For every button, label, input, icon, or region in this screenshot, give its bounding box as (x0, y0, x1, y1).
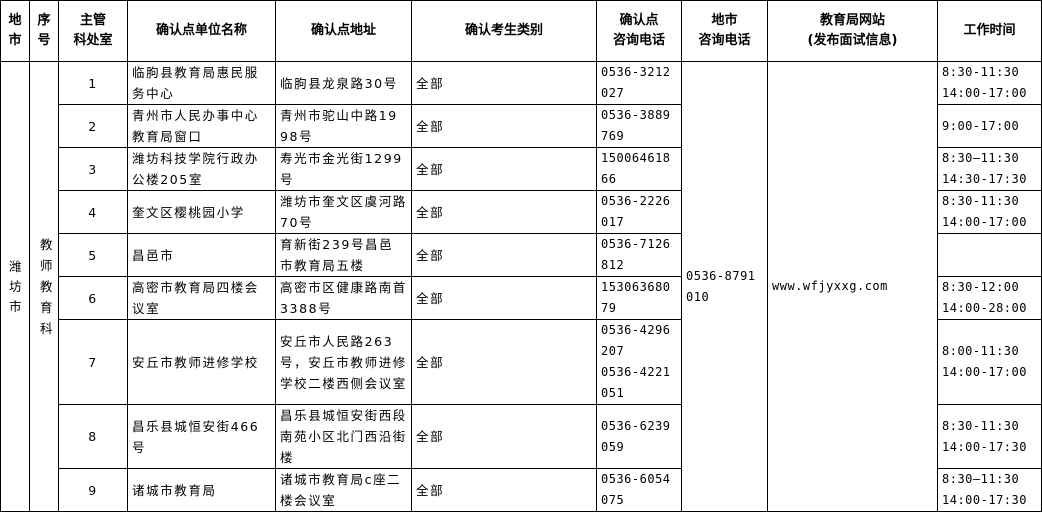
address-cell: 寿光市金光街1299号 (275, 147, 412, 191)
address-cell: 青州市驼山中路1998号 (275, 104, 412, 148)
hours-cell: 8:30—11:30 14:30-17:30 (937, 147, 1042, 191)
header-text: 教育局网站 (819, 13, 885, 28)
seq-cell: 9 (58, 468, 128, 512)
table-row: 2 青州市人民办事中心教育局窗口 青州市驼山中路1998号 全部 0536-388976… (1, 104, 1042, 148)
header-text: (发布面试信息) (807, 33, 898, 48)
table-row: 9 诸城市教育局 诸城市教育局c座二楼会议室 全部 0536-6054075 8:30—1… (1, 468, 1042, 512)
phone-cell: 0536-6054075 (596, 468, 682, 512)
hours-cell: 8:30-11:30 14:00-17:30 (937, 404, 1042, 469)
table-row: 4 奎文区樱桃园小学 潍坊市奎文区虞河路70号 全部 0536-2226017 8:30-… (1, 190, 1042, 234)
phone-cell: 15006461866 (596, 147, 682, 191)
table-row: 潍坊市 教师教育科 1 临朐县教育局惠民服务中心 临朐县龙泉路30号 全部 0536-321… (0, 61, 1042, 512)
category-cell: 全部 (411, 61, 597, 105)
address-cell: 昌乐县城恒安街西段南苑小区北门西沿街楼 (275, 404, 412, 469)
header-text: 地 (8, 13, 22, 28)
unit-name-cell: 昌乐县城恒安街466号 (127, 404, 276, 469)
table-row: 3 潍坊科技学院行政办公楼205室 寿光市金光街1299号 全部 15006461866… (1, 147, 1042, 191)
unit-name-cell: 昌邑市 (127, 233, 276, 277)
header-address: 确认点地址 (275, 0, 412, 62)
website-cell[interactable]: www.wfjyxxg.com (767, 61, 938, 512)
header-name: 确认点单位名称 (127, 0, 276, 62)
header-text: 序 (37, 13, 51, 28)
table-row: 7 安丘市教师进修学校 安丘市人民路263号，安丘市教师进修学校二楼西侧会议室 全部 0… (1, 319, 1042, 405)
hours-cell: 8:30-11:30 14:00-17:00 (937, 61, 1042, 105)
header-seq: 序号 (29, 0, 59, 62)
seq-cell: 6 (58, 276, 128, 320)
city-phone-cell: 0536-8791010 (681, 61, 768, 512)
header-text: 确认点地址 (310, 23, 376, 38)
header-phone: 确认点 咨询电话 (596, 0, 682, 62)
unit-name-cell: 奎文区樱桃园小学 (127, 190, 276, 234)
unit-name-cell: 安丘市教师进修学校 (127, 319, 276, 405)
category-cell: 全部 (411, 319, 597, 405)
header-text: 地市 (711, 13, 738, 28)
category-cell: 全部 (411, 404, 597, 469)
category-cell: 全部 (411, 190, 597, 234)
address-cell: 高密市区健康路南首3388号 (275, 276, 412, 320)
header-text: 确认考生类别 (464, 23, 543, 38)
seq-cell: 5 (58, 233, 128, 277)
hours-cell: 8:00-11:30 14:00-17:00 (937, 319, 1042, 405)
category-cell: 全部 (411, 104, 597, 148)
header-text: 确认点单位名称 (155, 23, 247, 38)
header-row: 地市 序号 主管科处室 确认点单位名称 确认点地址 确认考生类别 确认点咨询电话… (0, 0, 1042, 62)
address-cell: 诸城市教育局c座二楼会议室 (275, 468, 412, 512)
phone-cell: 0536-3889769 (596, 104, 682, 148)
phone-cell: 0536-4296207 0536-4221051 (596, 319, 682, 405)
category-cell: 全部 (411, 147, 597, 191)
hours-cell (937, 233, 1042, 277)
phone-cell: 0536-6239059 (596, 404, 682, 469)
address-cell: 临朐县龙泉路30号 (275, 61, 412, 105)
table-row: 8 昌乐县城恒安街466号 昌乐县城恒安街西段南苑小区北门西沿街楼 全部 0536-62… (1, 404, 1042, 469)
hours-cell: 9:00-17:00 (937, 104, 1042, 148)
header-website: 教育局网站 (发布面试信息) (767, 0, 938, 62)
category-cell: 全部 (411, 233, 597, 277)
header-text: 咨询电话 (612, 33, 665, 48)
address-cell: 安丘市人民路263号，安丘市教师进修学校二楼西侧会议室 (275, 319, 412, 405)
header-dept: 主管科处室 (58, 0, 128, 62)
header-city-phone: 地市 咨询电话 (681, 0, 768, 62)
phone-cell: 15306368079 (596, 276, 682, 320)
phone-cell: 0536-2226017 (596, 190, 682, 234)
header-text: 确认点 (619, 13, 659, 28)
dept-cell: 教师教育科 (29, 61, 59, 512)
header-category: 确认考生类别 (411, 0, 597, 62)
header-text: 工作时间 (963, 23, 1016, 38)
table-row: 5 昌邑市 育新街239号昌邑市教育局五楼 全部 0536-7126812 (1, 233, 1042, 277)
phone-cell: 0536-3212027 (596, 61, 682, 105)
header-city: 地市 (0, 0, 30, 62)
seq-cell: 8 (58, 404, 128, 469)
hours-cell: 8:30-12:00 14:00-28:00 (937, 276, 1042, 320)
category-cell: 全部 (411, 276, 597, 320)
header-hours: 工作时间 (937, 0, 1042, 62)
unit-name-cell: 诸城市教育局 (127, 468, 276, 512)
seq-cell: 4 (58, 190, 128, 234)
header-text: 主管科处室 (73, 13, 113, 48)
unit-name-cell: 临朐县教育局惠民服务中心 (127, 61, 276, 105)
hours-cell: 8:30—11:30 14:00-17:30 (937, 468, 1042, 512)
seq-cell: 1 (58, 61, 128, 105)
address-cell: 育新街239号昌邑市教育局五楼 (275, 233, 412, 277)
header-text: 号 (37, 33, 51, 48)
unit-name-cell: 高密市教育局四楼会议室 (127, 276, 276, 320)
category-cell: 全部 (411, 468, 597, 512)
phone-cell: 0536-7126812 (596, 233, 682, 277)
seq-cell: 3 (58, 147, 128, 191)
header-text: 咨询电话 (698, 33, 751, 48)
header-text: 市 (8, 33, 22, 48)
unit-name-cell: 潍坊科技学院行政办公楼205室 (127, 147, 276, 191)
seq-cell: 7 (58, 319, 128, 405)
unit-name-cell: 青州市人民办事中心教育局窗口 (127, 104, 276, 148)
seq-cell: 2 (58, 104, 128, 148)
address-cell: 潍坊市奎文区虞河路70号 (275, 190, 412, 234)
hours-cell: 8:30-11:30 14:00-17:00 (937, 190, 1042, 234)
city-cell: 潍坊市 (0, 61, 30, 512)
